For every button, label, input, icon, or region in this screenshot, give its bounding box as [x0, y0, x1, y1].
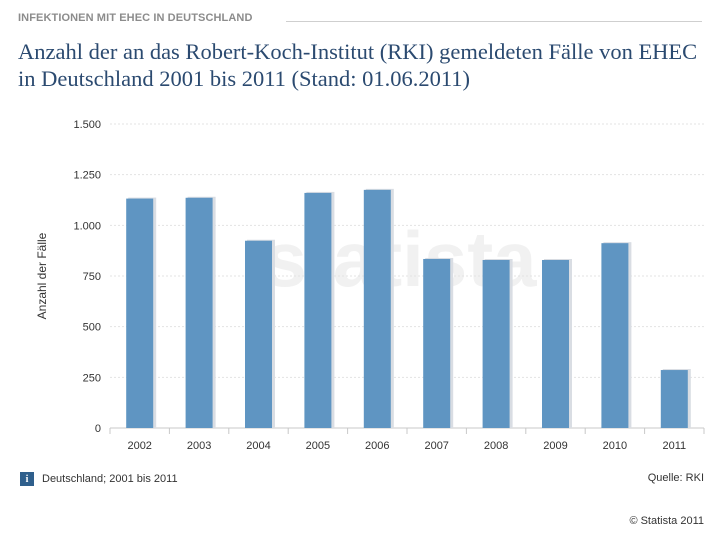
chart-title: Anzahl der an das Robert-Koch-Institut (… — [18, 39, 698, 91]
bar — [126, 198, 154, 428]
x-tick-label: 2004 — [246, 440, 270, 452]
bar — [185, 197, 213, 428]
y-tick-label: 1.500 — [73, 119, 101, 131]
x-tick-label: 2010 — [603, 440, 627, 452]
chart-kicker: INFEKTIONEN MIT EHEC IN DEUTSCHLAND — [18, 12, 253, 24]
x-tick-label: 2002 — [127, 440, 151, 452]
bar — [245, 240, 272, 428]
bar-chart: statista02505007501.0001.2501.500Anzahl … — [35, 119, 705, 452]
footer-note-text: Deutschland; 2001 bis 2011 — [42, 473, 178, 485]
footer-note: i Deutschland; 2001 bis 2011 — [20, 471, 178, 487]
y-tick-label: 500 — [83, 322, 101, 334]
x-tick-label: 2008 — [484, 440, 508, 452]
bar — [423, 258, 451, 428]
copyright-label: © Statista 2011 — [629, 515, 704, 527]
x-tick-label: 2007 — [424, 440, 448, 452]
bar — [660, 370, 688, 428]
y-tick-label: 250 — [83, 372, 101, 384]
y-tick-label: 1.250 — [73, 170, 101, 182]
source-label: Quelle: RKI — [647, 472, 704, 484]
x-tick-label: 2011 — [662, 440, 686, 452]
bar — [304, 192, 332, 428]
chart-area: statista 0 250 500 750 1.000 1.250 1.500 Anzahl … — [0, 100, 720, 470]
bar — [363, 189, 391, 428]
x-tick-label: 2009 — [543, 440, 567, 452]
bar — [601, 243, 629, 428]
y-axis-label: Anzahl der Fälle — [35, 232, 49, 319]
y-tick-label: 0 — [95, 423, 101, 435]
header-row: INFEKTIONEN MIT EHEC IN DEUTSCHLAND — [14, 12, 702, 26]
info-icon[interactable]: i — [20, 472, 34, 486]
y-tick-label: 750 — [83, 271, 101, 283]
kicker-divider — [286, 21, 702, 22]
x-tick-label: 2003 — [187, 440, 211, 452]
x-tick-label: 2005 — [306, 440, 330, 452]
bar — [542, 259, 569, 428]
bar — [482, 259, 510, 428]
x-tick-label: 2006 — [365, 440, 389, 452]
y-tick-label: 1.000 — [73, 220, 101, 232]
